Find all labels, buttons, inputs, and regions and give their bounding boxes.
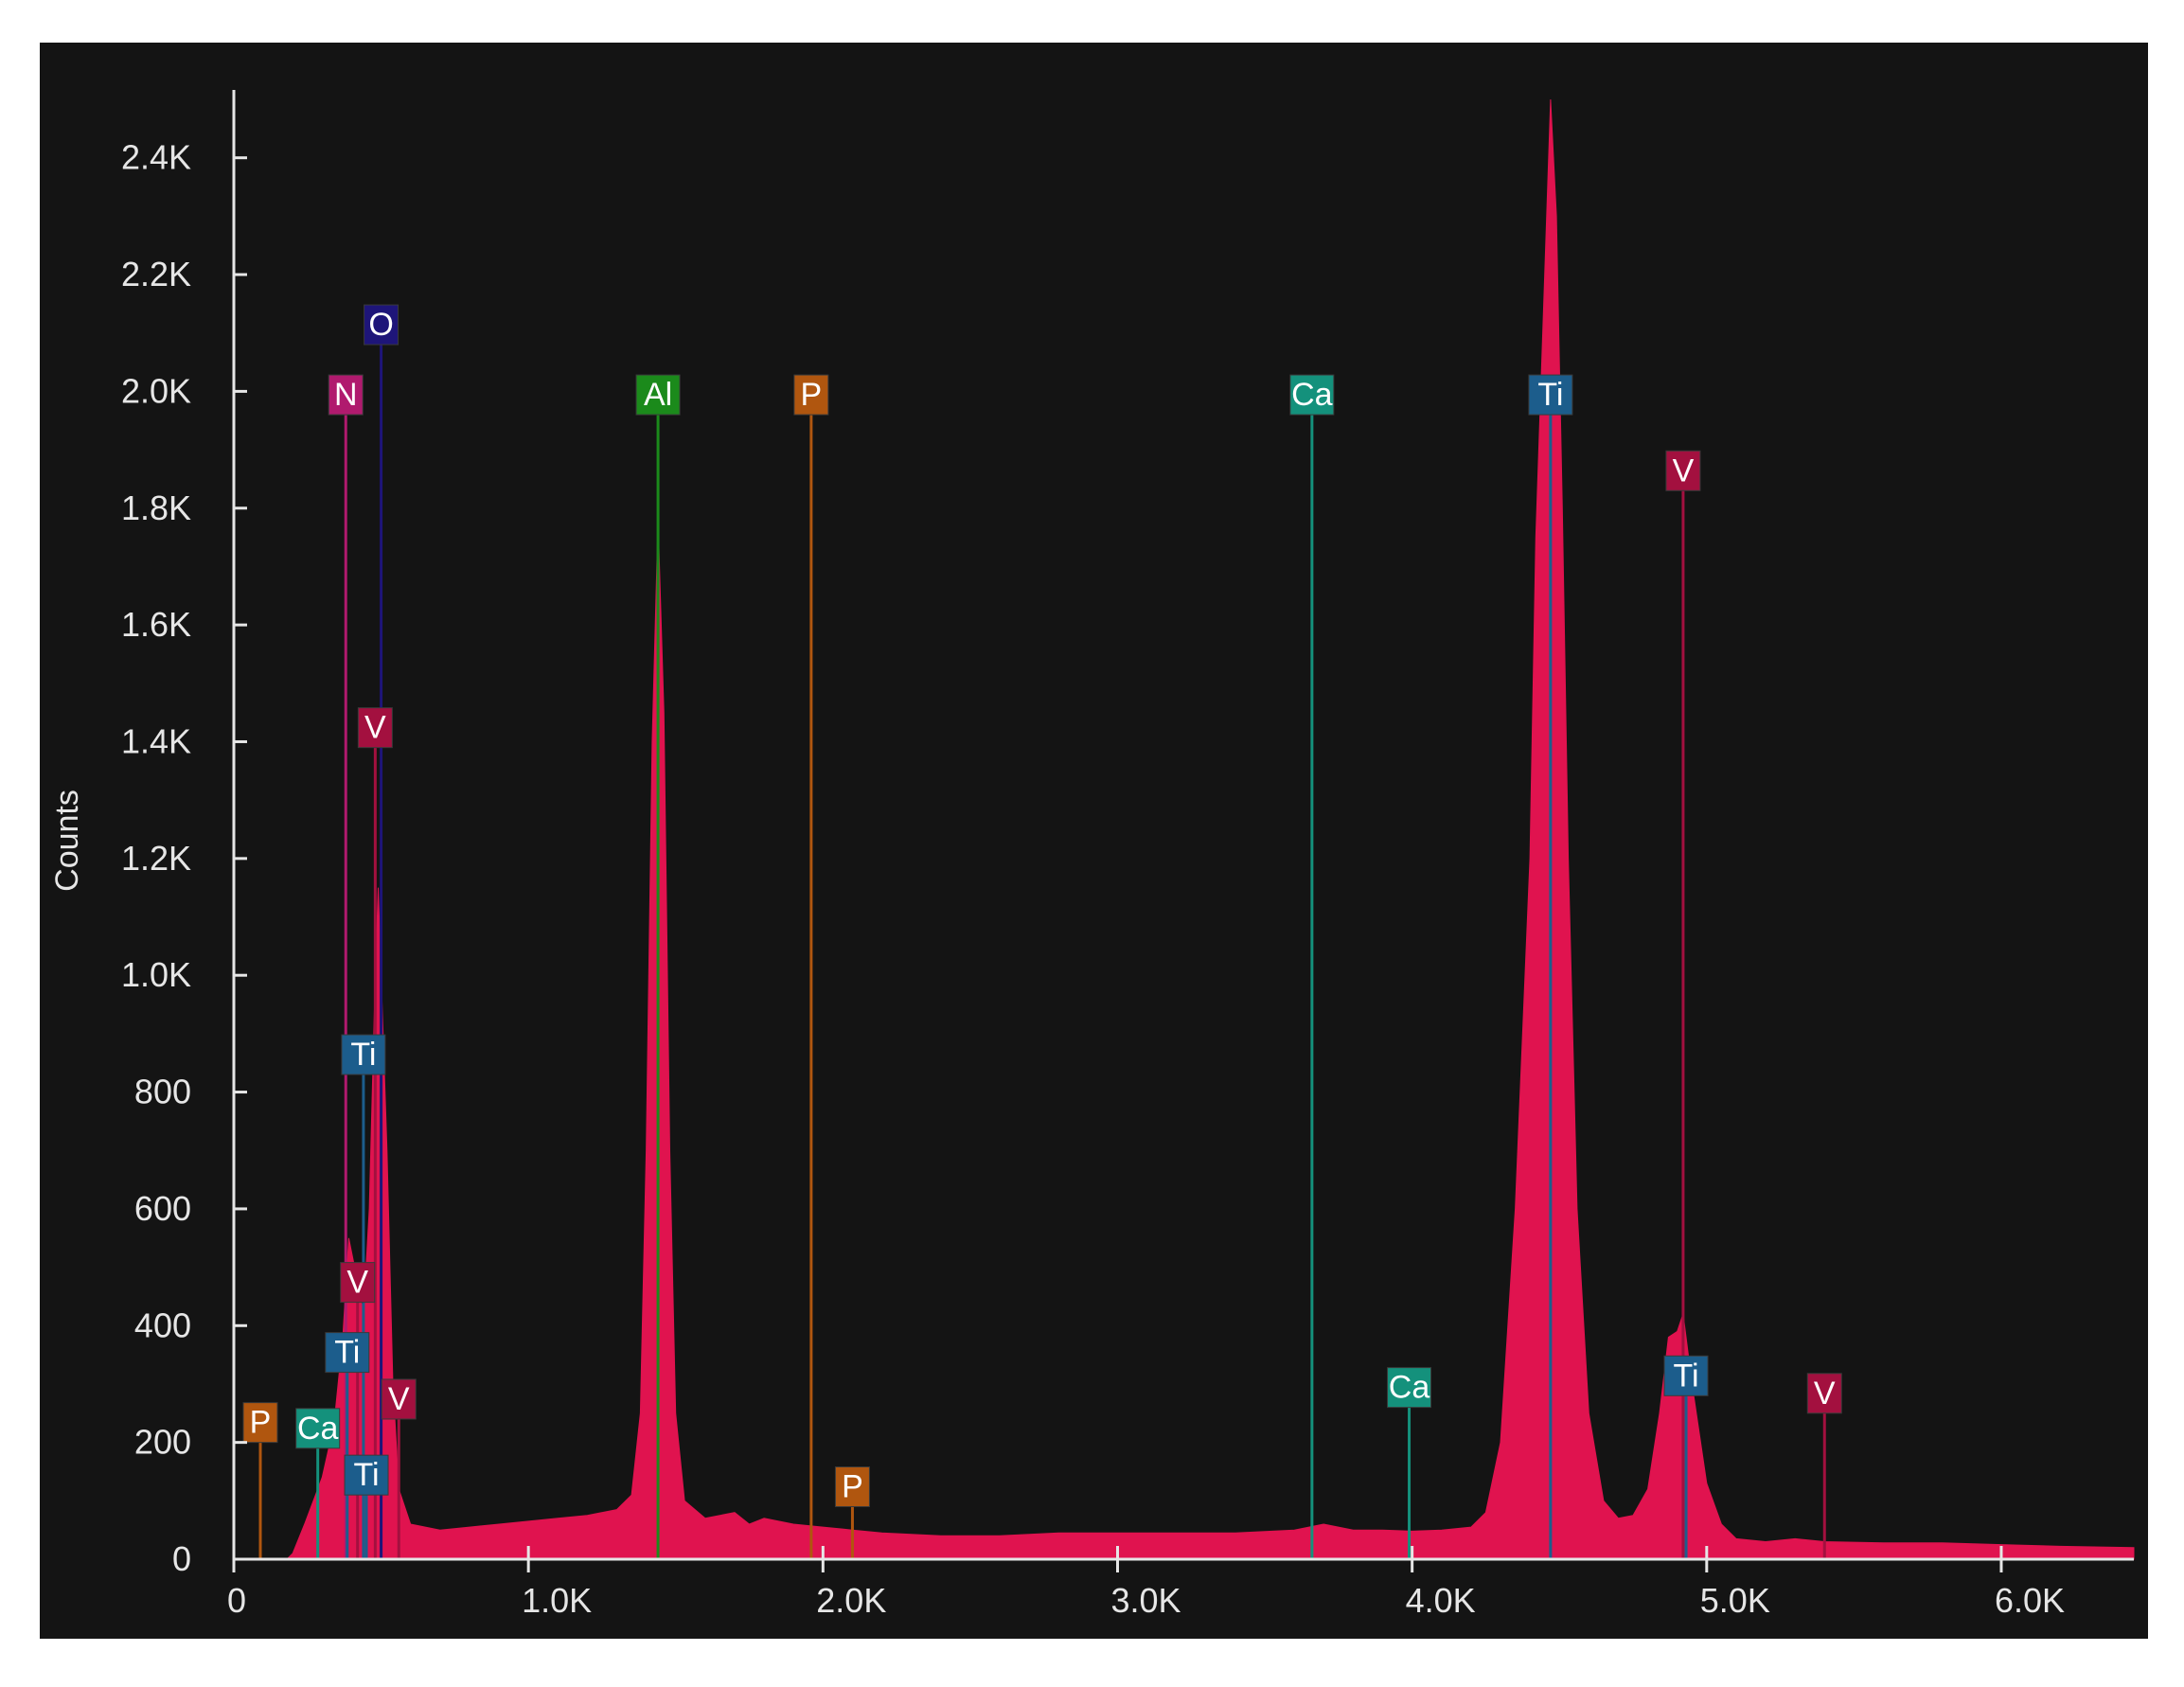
element-label-v: V: [364, 710, 386, 746]
element-label-v: V: [346, 1265, 368, 1301]
element-label-box-ti: [1528, 374, 1573, 416]
element-label-n: N: [334, 377, 358, 413]
element-label-box-p: [834, 1465, 870, 1507]
y-tick-label: 1.4K: [121, 721, 191, 760]
element-label-box-ti: [344, 1454, 389, 1496]
y-tick-label: 600: [134, 1189, 191, 1228]
y-tick-label: 1.0K: [121, 955, 191, 994]
y-tick-label: 200: [134, 1423, 191, 1462]
element-label-box-v: [340, 1262, 376, 1304]
element-label-ca: Ca: [1291, 377, 1333, 413]
y-tick-label: 1.2K: [121, 839, 191, 878]
x-tick-label: 5.0K: [1700, 1581, 1770, 1620]
element-label-o: O: [368, 307, 393, 343]
element-label-v: V: [388, 1381, 410, 1417]
element-label-box-o: [364, 304, 400, 346]
element-label-ti: Ti: [1674, 1358, 1699, 1394]
x-tick-label: 0: [227, 1581, 246, 1620]
y-tick-label: 2.4K: [121, 138, 191, 177]
element-label-box-ti: [341, 1034, 386, 1075]
element-label-box-v: [1806, 1373, 1842, 1414]
element-label-p: P: [801, 377, 823, 413]
element-label-box-al: [635, 374, 681, 416]
element-label-ti: Ti: [350, 1037, 376, 1073]
x-tick-label: 3.0K: [1110, 1581, 1181, 1620]
x-tick-label: 6.0K: [1995, 1581, 2065, 1620]
spectrum-area: [285, 98, 2135, 1560]
element-label-box-n: [328, 374, 364, 416]
element-label-box-ti: [1663, 1355, 1709, 1396]
x-tick-label: 4.0K: [1406, 1581, 1476, 1620]
x-tick-label: 1.0K: [522, 1581, 592, 1620]
element-label-p: P: [250, 1405, 272, 1441]
y-tick-label: 1.6K: [121, 605, 191, 644]
spectrum-chart-panel: Counts O N Al P Ca Ti V V Ti V Ti V P Ca Ti P Ca Ti V 0 200 4…: [40, 43, 2148, 1639]
element-label-box-ca: [1387, 1367, 1432, 1409]
element-label-box-v: [1665, 450, 1701, 491]
element-label-box-v: [381, 1378, 417, 1420]
element-label-box-p: [242, 1402, 278, 1444]
element-label-al: Al: [644, 377, 672, 413]
element-label-p: P: [842, 1468, 863, 1504]
y-tick-label: 2.2K: [121, 255, 191, 293]
element-label-box-ti: [325, 1332, 370, 1374]
element-label-box-ca: [1289, 374, 1335, 416]
y-tick-label: 0: [172, 1539, 191, 1578]
element-label-ti: Ti: [334, 1335, 360, 1371]
y-tick-label: 2.0K: [121, 371, 191, 410]
element-label-box-v: [357, 707, 393, 749]
element-label-ti: Ti: [1537, 377, 1563, 413]
y-tick-label: 400: [134, 1305, 191, 1344]
element-label-box-p: [793, 374, 829, 416]
y-axis-title: Counts: [49, 790, 85, 892]
y-tick-label: 800: [134, 1073, 191, 1111]
spectrum-chart: Counts ON Al P Ca Ti V V Ti V Ti V P Ca Ti P Ca Ti V 0 200 4…: [49, 90, 2135, 1620]
x-tick-label: 2.0K: [816, 1581, 886, 1620]
element-label-ca: Ca: [1389, 1370, 1430, 1406]
element-label-ti: Ti: [353, 1457, 379, 1493]
element-label-v: V: [1814, 1376, 1836, 1412]
element-label-box-ca: [295, 1408, 341, 1449]
element-label-ca: Ca: [297, 1411, 339, 1447]
y-tick-label: 1.8K: [121, 488, 191, 527]
element-label-v: V: [1673, 453, 1695, 488]
